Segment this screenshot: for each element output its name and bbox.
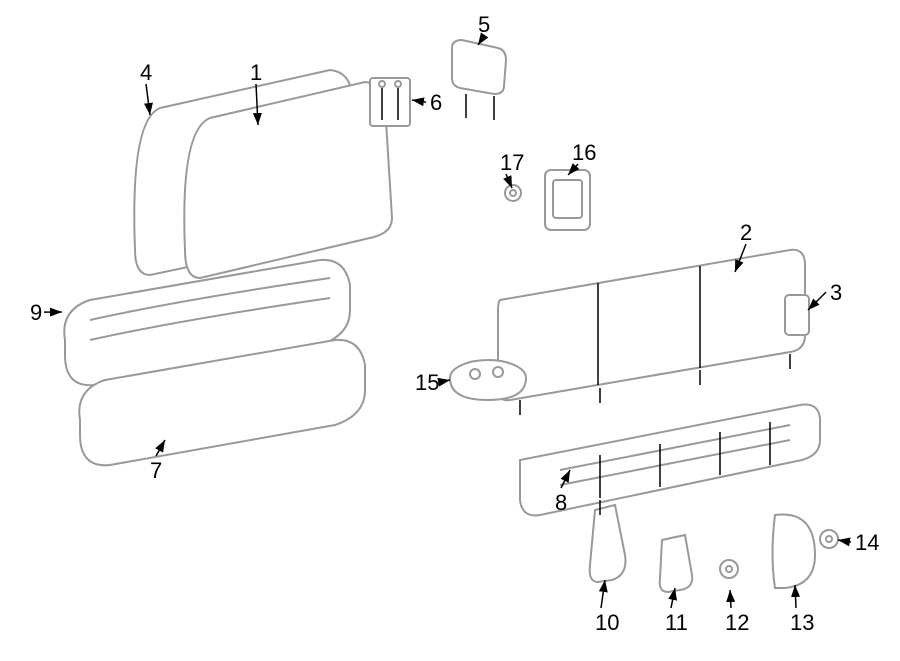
part-bolt-a	[720, 560, 738, 578]
leader-3	[808, 292, 826, 310]
leader-4	[146, 84, 150, 115]
leader-7	[156, 440, 165, 456]
leader-14	[838, 540, 851, 542]
part-hinge-cover	[773, 515, 816, 589]
callout-2: 2	[740, 220, 752, 246]
part-bolt-c	[505, 185, 521, 201]
leader-11	[671, 588, 675, 608]
part-bolt-b	[820, 530, 838, 548]
part-child-seat-anchor	[545, 170, 590, 230]
callout-1: 1	[250, 60, 262, 86]
diagram-svg	[0, 0, 900, 661]
callout-9: 9	[30, 300, 42, 326]
callout-12: 12	[725, 610, 749, 636]
leader-10	[601, 580, 605, 608]
callout-10: 10	[595, 610, 619, 636]
callout-3: 3	[830, 280, 842, 306]
part-cup-holder	[450, 360, 526, 400]
part-hinge-inner	[660, 535, 693, 592]
part-headrest	[452, 40, 506, 120]
part-seat-back-frame	[498, 250, 805, 415]
leader-1	[256, 84, 258, 125]
part-headrest-guides	[370, 78, 410, 126]
callout-5: 5	[478, 12, 490, 38]
leader-15	[439, 380, 450, 382]
callout-11: 11	[665, 610, 688, 636]
part-seat-back-cover	[184, 82, 392, 278]
part-seat-cushion-cover	[64, 260, 350, 385]
callout-13: 13	[790, 610, 814, 636]
callout-4: 4	[140, 60, 152, 86]
leader-2	[735, 244, 746, 272]
leader-13	[795, 585, 796, 608]
part-seat-back-latch	[785, 295, 809, 335]
part-seat-cushion-frame	[79, 340, 365, 465]
leader-17	[506, 174, 512, 188]
callout-14: 14	[855, 530, 879, 556]
leader-12	[730, 590, 731, 608]
callout-7: 7	[150, 458, 162, 484]
parts-diagram: 1234567891011121314151617	[0, 0, 900, 661]
callout-8: 8	[555, 490, 567, 516]
callout-15: 15	[415, 370, 439, 396]
leader-8	[561, 470, 570, 488]
part-seat-back-cover-front	[134, 70, 360, 275]
callout-17: 17	[500, 150, 524, 176]
leader-6	[412, 100, 426, 102]
callout-16: 16	[572, 140, 596, 166]
callout-6: 6	[430, 90, 442, 116]
part-hinge-outer	[590, 500, 626, 582]
